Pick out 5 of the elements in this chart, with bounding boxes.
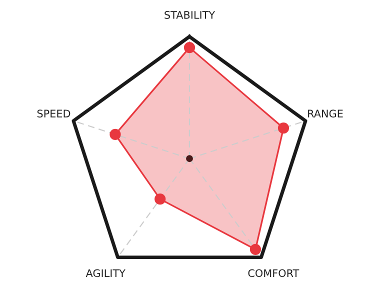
spoke-label: SPEED	[37, 110, 70, 118]
spoke-label: RANGE	[308, 110, 343, 118]
spoke-label: STABILITY	[164, 11, 216, 19]
spoke-label: AGILITY	[86, 269, 126, 278]
spoke-label: COMFORT	[248, 269, 300, 278]
